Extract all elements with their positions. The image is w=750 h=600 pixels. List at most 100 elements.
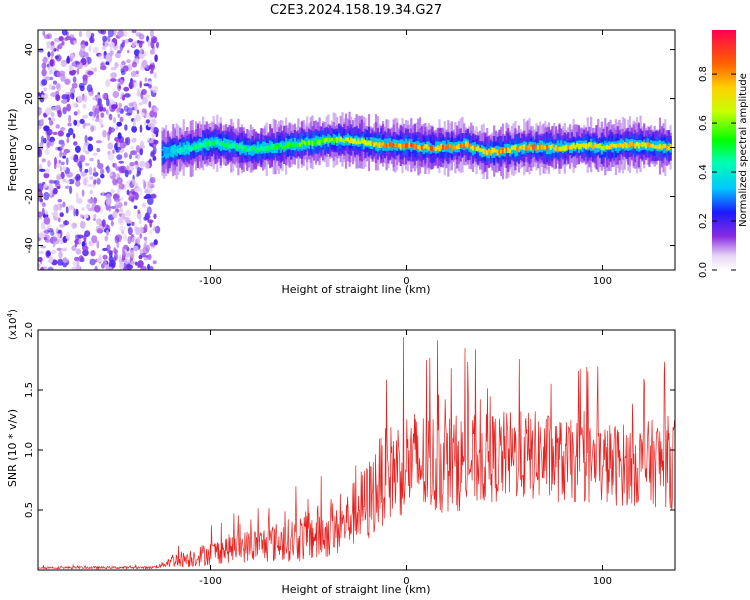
ridge-cell [560,146,563,151]
ridge-cell [487,148,490,153]
noise-cell [109,259,116,268]
noise-cell [138,226,144,234]
snr-ylabel: SNR (10 * v/v) [6,409,19,487]
noise-cell [139,248,143,254]
ridge-cell [466,142,469,148]
ridge-cell [470,146,473,150]
noise-cell [124,124,128,131]
noise-cell [141,59,148,68]
noise-cell [54,183,61,188]
noise-cell [102,35,108,42]
noise-cell [49,76,54,81]
noise-cell [61,161,65,166]
noise-cell [102,254,108,260]
ridge-cell [348,140,351,144]
ridge-cell [666,145,669,151]
noise-cell [108,103,112,111]
ridge-cell [221,140,224,146]
ridge-cell [293,143,296,148]
noise-cell [90,32,95,38]
noise-cell [136,211,142,220]
noise-cell [84,230,91,238]
noise-cell [56,45,60,52]
noise-cell [62,155,66,159]
noise-cell [82,176,89,184]
noise-cell [40,221,46,230]
ridge-cell [514,144,517,151]
noise-cell [131,236,138,244]
ridge-cell [223,143,226,148]
spectrogram-ytick-label: 20 [24,92,35,105]
noise-cell [98,118,103,126]
noise-cell [41,79,48,86]
noise-cell [61,247,68,252]
ridge-cell [359,140,362,144]
noise-cell [153,72,157,79]
noise-cell [75,248,82,255]
noise-cell [109,172,113,177]
noise-cell [62,152,67,156]
noise-cell [107,142,114,150]
ridge-cell [660,145,663,150]
noise-cell [150,30,154,38]
ridge-cell [544,145,547,150]
noise-cell [112,162,118,169]
noise-cell [118,254,122,261]
noise-cell [119,216,123,224]
noise-cell [143,257,149,261]
noise-cell [118,102,123,109]
noise-cell [126,189,130,196]
noise-cell [122,39,126,45]
ridge-cell [632,143,635,147]
spectrogram-xtick-label: -100 [199,276,222,287]
noise-cell [52,243,56,248]
ridge-cell [187,145,191,151]
noise-cell [49,188,53,197]
noise-cell [43,236,48,241]
noise-cell [60,171,65,179]
ridge-cell [567,144,570,150]
noise-cell [44,210,49,216]
noise-cell [38,147,41,156]
noise-cell [87,70,94,76]
ridge-cell [650,144,653,148]
ridge-cell [367,140,371,146]
noise-cell [47,266,54,270]
ridge-cell [184,145,187,150]
noise-cell [81,207,85,211]
noise-cell [94,108,100,115]
noise-cell [68,66,74,71]
ridge-cell [628,141,632,148]
noise-cell [107,132,111,142]
noise-cell [151,133,156,137]
ridge-cell [604,145,607,150]
noise-cell [152,37,157,44]
noise-cell [148,158,152,164]
ridge-cell [260,145,263,151]
noise-cell [89,190,94,195]
noise-cell [96,240,100,249]
colorbar-tick-label: 0.8 [698,66,709,82]
noise-cell [133,205,138,209]
ridge-cell [634,143,637,149]
noise-cell [110,220,114,227]
snr-scale-prefix: (x10 [8,317,19,340]
spectrogram-ytick-label: 0 [24,144,35,150]
noise-cell [79,214,84,218]
ridge-cell [387,142,390,149]
noise-cell [40,266,44,270]
noise-cell [53,80,57,85]
noise-cell [143,243,147,250]
noise-cell [117,83,122,92]
noise-cell [38,256,43,263]
noise-cell [102,45,106,51]
noise-cell [110,72,117,79]
noise-cell [82,145,87,153]
ridge-cell [330,137,333,142]
ridge-cell [436,145,439,150]
ridge-cell [313,137,316,145]
noise-cell [97,163,104,169]
ridge-cell [584,143,587,149]
snr-ticks: -100 0 100 0.5 1.0 1.5 2.0 [24,322,675,587]
noise-cell [144,189,149,194]
